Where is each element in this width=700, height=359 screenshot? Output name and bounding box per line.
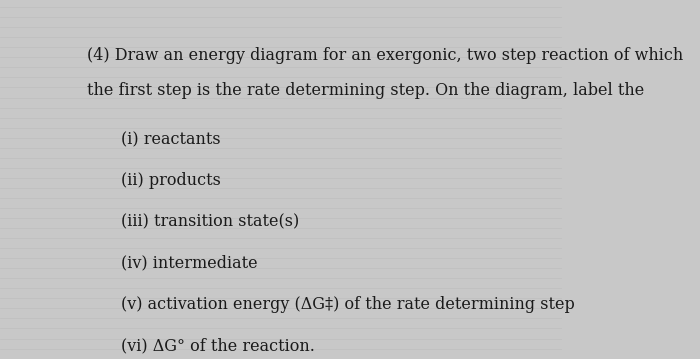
Text: (ii) products: (ii) products <box>121 172 220 189</box>
Text: the first step is the rate determining step. On the diagram, label the: the first step is the rate determining s… <box>87 83 645 99</box>
Text: (i) reactants: (i) reactants <box>121 131 220 148</box>
Text: (iii) transition state(s): (iii) transition state(s) <box>121 213 299 230</box>
Text: (iv) intermediate: (iv) intermediate <box>121 255 258 272</box>
Text: (v) activation energy (ΔG‡) of the rate determining step: (v) activation energy (ΔG‡) of the rate … <box>121 296 575 313</box>
Text: (vi) ΔG° of the reaction.: (vi) ΔG° of the reaction. <box>121 337 315 354</box>
Text: (4) Draw an energy diagram for an exergonic, two step reaction of which: (4) Draw an energy diagram for an exergo… <box>87 47 683 64</box>
